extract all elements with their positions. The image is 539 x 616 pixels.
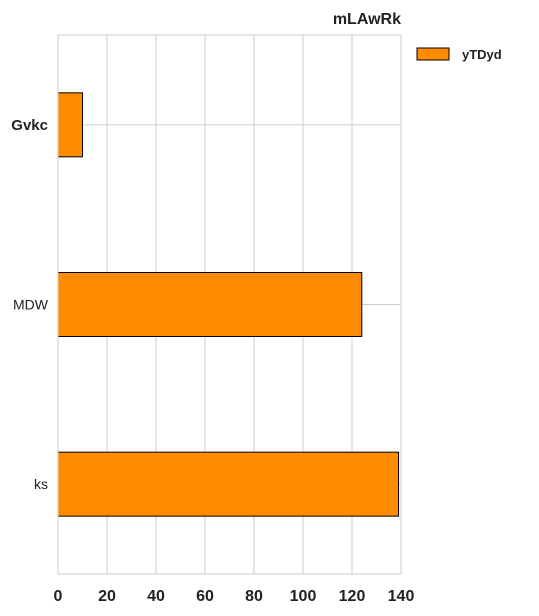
bars <box>57 92 400 517</box>
y-tick-label-ks: ks <box>34 476 48 492</box>
x-tick-label-80: 80 <box>245 588 263 605</box>
y-tick-label-gvkc: Gvkc <box>11 117 48 134</box>
x-tick-label-0: 0 <box>54 588 63 605</box>
y-tick-label-mdw: MDW <box>13 297 49 313</box>
legend-swatch-ytdyd <box>416 47 450 61</box>
x-tick-label-140: 140 <box>388 588 415 605</box>
x-tick-label-40: 40 <box>147 588 165 605</box>
x-axis-ticks: 0 20 40 60 80 100 120 140 <box>54 588 415 605</box>
x-tick-label-120: 120 <box>339 588 366 605</box>
chart-title: mLAwRk <box>333 11 401 28</box>
x-tick-label-100: 100 <box>290 588 317 605</box>
legend-label-ytdyd: yTDyd <box>462 47 502 62</box>
bar-ks <box>57 451 400 517</box>
bar-gvkc <box>57 92 83 158</box>
y-axis-ticks: Gvkc MDW ks <box>11 117 48 492</box>
legend: yTDyd <box>416 47 502 62</box>
plot-frame <box>57 34 402 575</box>
bar-mdw <box>57 272 363 337</box>
x-tick-label-60: 60 <box>196 588 214 605</box>
x-tick-label-20: 20 <box>98 588 116 605</box>
